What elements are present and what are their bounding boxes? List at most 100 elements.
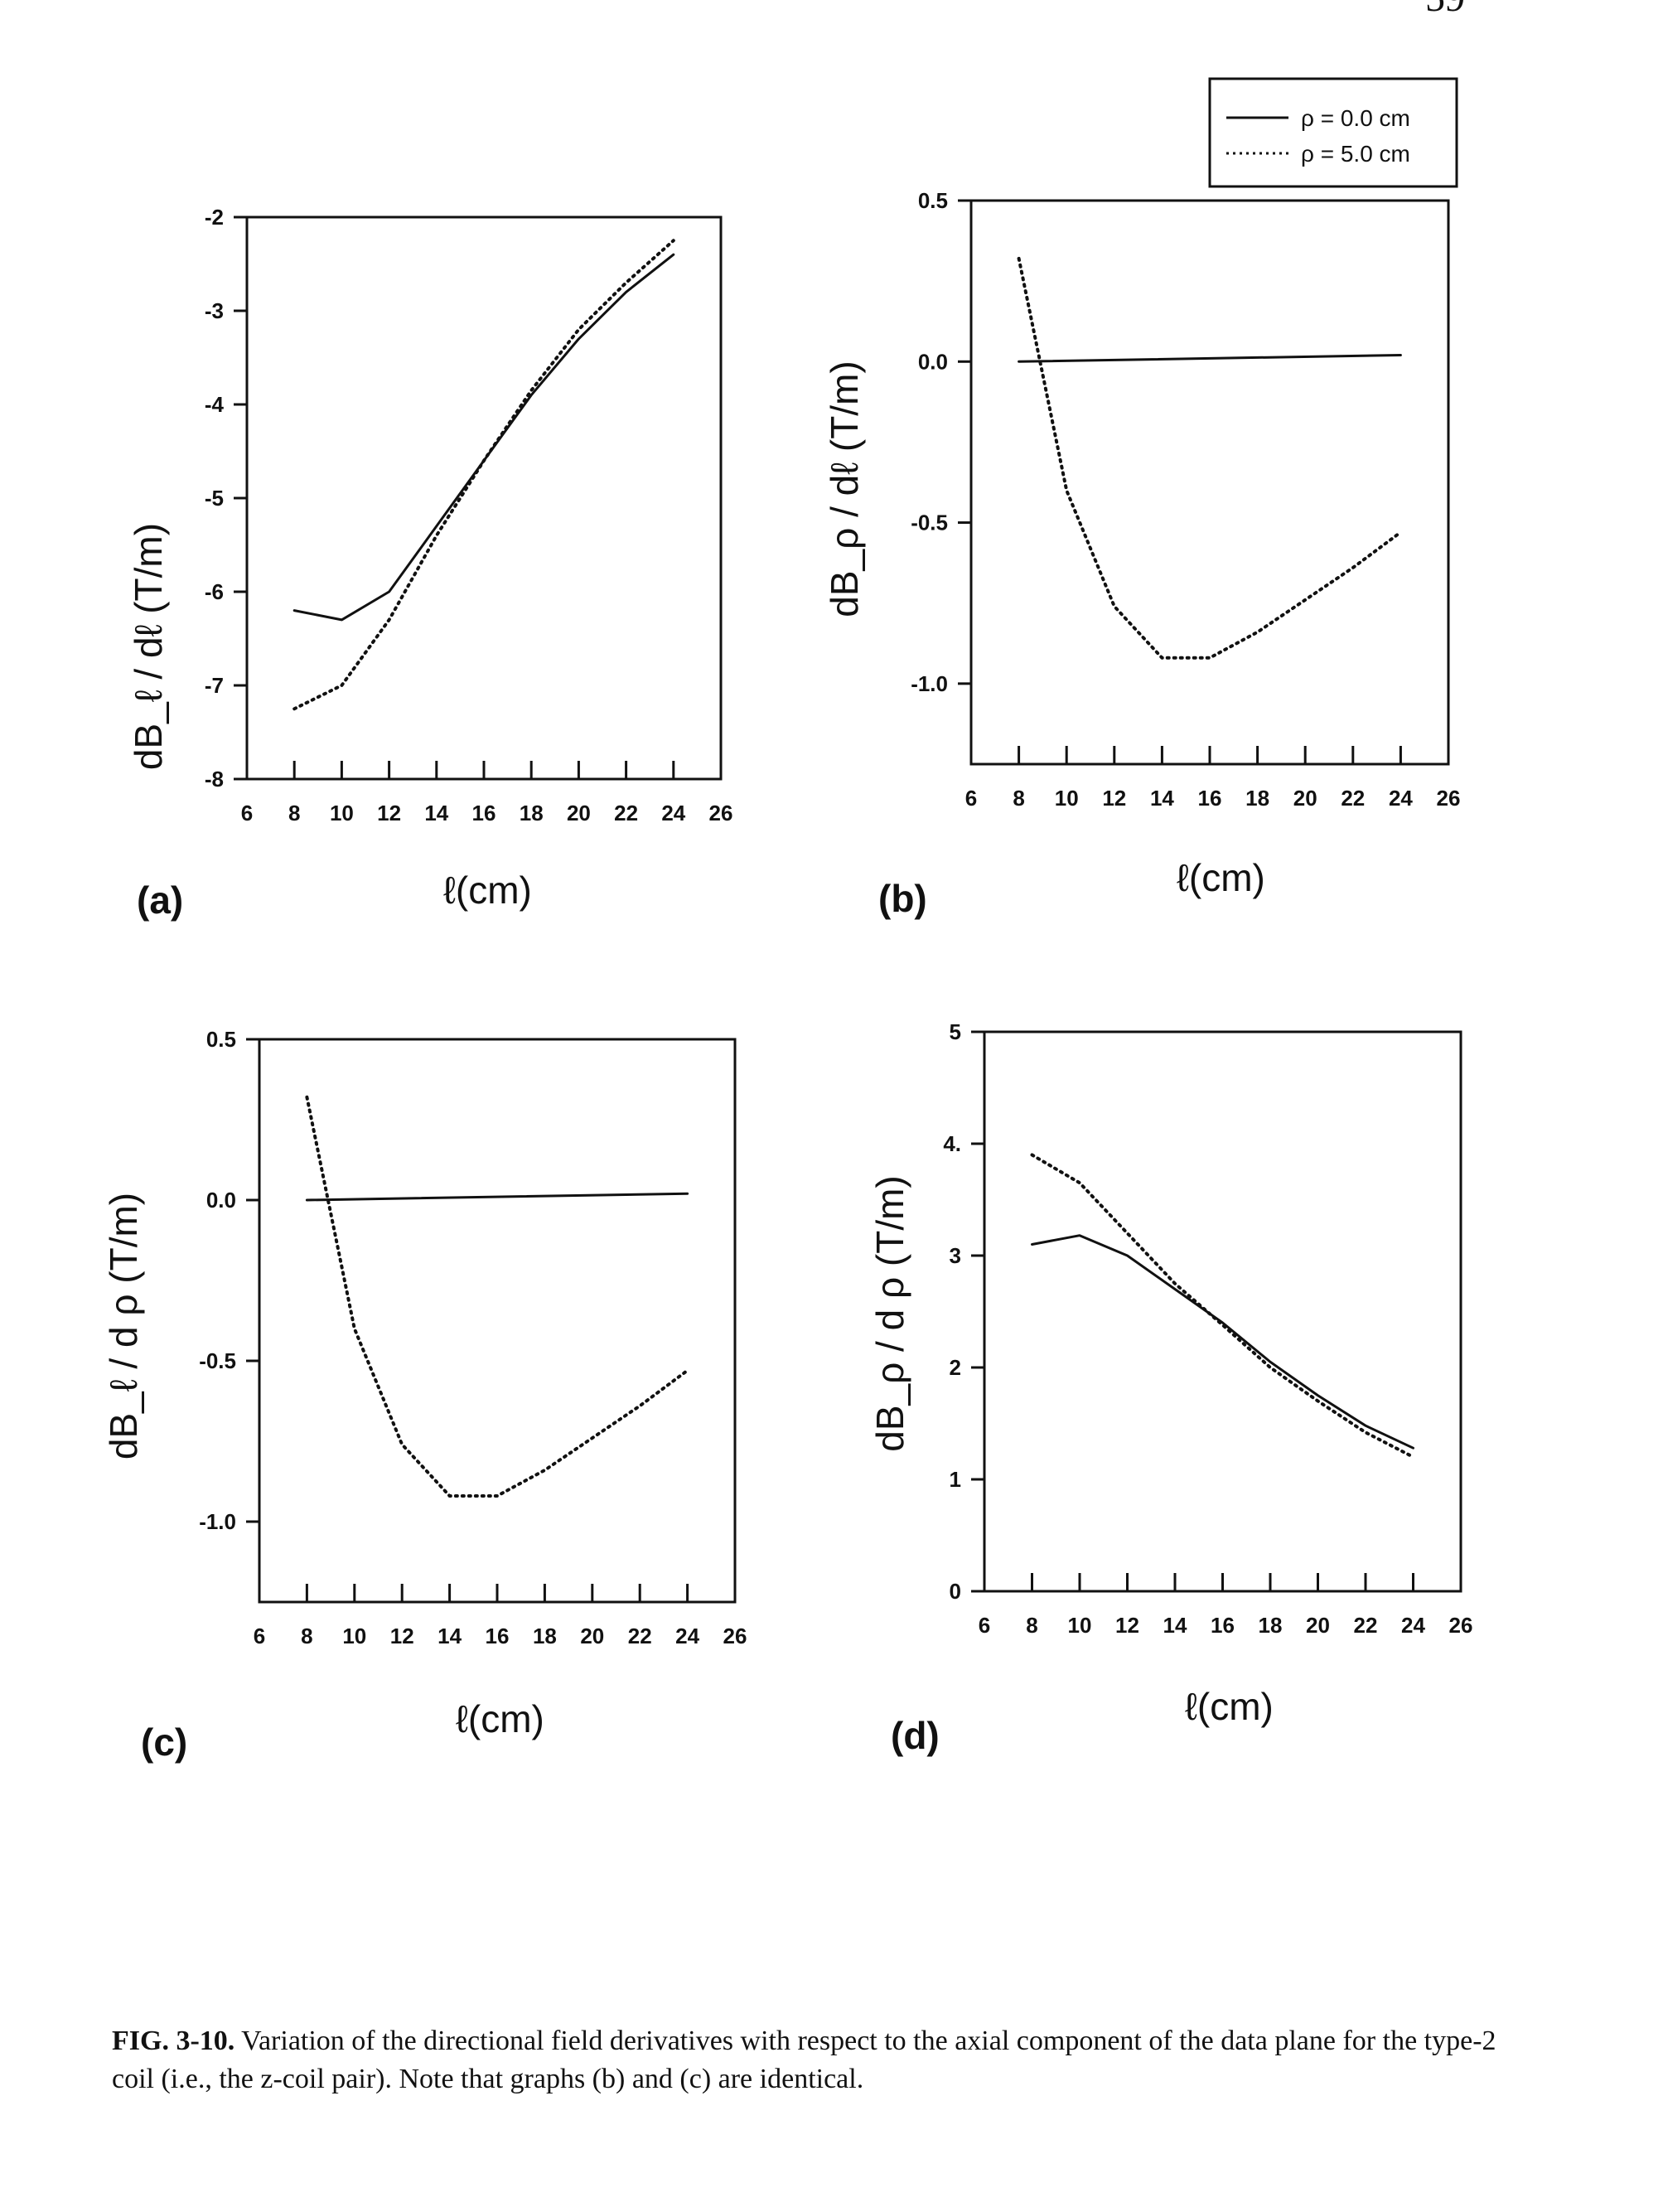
x-tick-label-c-26: 26 <box>723 1624 747 1648</box>
x-tick-label-b-14: 14 <box>1150 786 1174 811</box>
y-tick-label-d-4: 4. <box>943 1131 961 1156</box>
panel-d: (d) ℓ(cm) dB_ρ / d ρ (T/m) 6 8 10 12 14 16 18 2… <box>868 1019 1472 1757</box>
plot-frame-b <box>969 199 1450 766</box>
x-tick-label-a-10: 10 <box>330 801 354 825</box>
x-tick-label-d-20: 20 <box>1306 1613 1330 1638</box>
y-tick-label-a-3: -5 <box>205 486 224 511</box>
panel-label-d: (d) <box>891 1714 940 1757</box>
x-tick-label-c-6: 6 <box>254 1624 265 1648</box>
x-axis-title-c: ℓ(cm) <box>456 1697 544 1740</box>
x-tick-label-a-22: 22 <box>614 801 638 825</box>
x-tick-label-a-12: 12 <box>377 801 401 825</box>
plot-frame-d <box>983 1030 1462 1593</box>
x-tick-label-c-16: 16 <box>486 1624 510 1648</box>
x-tick-label-d-26: 26 <box>1449 1613 1473 1638</box>
y-tick-label-c-1: 0.0 <box>206 1188 236 1212</box>
x-tick-label-b-20: 20 <box>1293 786 1317 811</box>
y-tick-label-a-1: -3 <box>205 298 224 323</box>
x-tick-label-b-18: 18 <box>1245 786 1269 811</box>
x-axis-title-d: ℓ(cm) <box>1185 1685 1274 1728</box>
series-line-c-rho-5 <box>305 1095 689 1498</box>
y-tick-label-b-2: -0.5 <box>911 511 948 535</box>
y-tick-label-d-0: 0 <box>950 1579 961 1604</box>
y-tick-label-a-6: -8 <box>205 767 224 791</box>
plot-frame-c <box>258 1038 737 1604</box>
series-line-b-rho-0 <box>1018 354 1402 363</box>
y-tick-label-d-5: 5 <box>950 1019 961 1044</box>
series-line-d-rho-0 <box>1031 1234 1414 1450</box>
panel-b: (b) ℓ(cm) dB_ρ / dℓ (T/m) 6 8 10 12 14 16 18 20… <box>823 188 1460 920</box>
x-tick-label-d-12: 12 <box>1115 1613 1139 1638</box>
caption-label: FIG. 3-10. <box>112 2026 235 2056</box>
y-tick-label-d-1: 1 <box>950 1467 961 1492</box>
legend-label-dotted: ρ = 5.0 cm <box>1301 141 1410 167</box>
series-line-a-rho-5 <box>292 239 675 711</box>
y-axis-title-b: dB_ρ / dℓ (T/m) <box>823 361 866 617</box>
x-tick-label-d-24: 24 <box>1401 1613 1425 1638</box>
x-tick-label-b-22: 22 <box>1341 786 1365 811</box>
x-tick-label-c-24: 24 <box>675 1624 699 1648</box>
panel-label-c: (c) <box>141 1721 187 1764</box>
panel-label-a: (a) <box>137 879 183 922</box>
series-line-c-rho-0 <box>305 1192 689 1202</box>
x-axis-title-b: ℓ(cm) <box>1177 856 1265 899</box>
x-tick-label-c-8: 8 <box>301 1624 312 1648</box>
x-tick-label-b-12: 12 <box>1102 786 1126 811</box>
y-tick-label-a-4: -6 <box>205 579 224 604</box>
page-number: 59 <box>1425 0 1465 21</box>
x-tick-label-c-14: 14 <box>438 1624 462 1648</box>
x-tick-label-c-12: 12 <box>390 1624 414 1648</box>
x-tick-label-a-20: 20 <box>567 801 591 825</box>
x-tick-label-d-6: 6 <box>979 1613 990 1638</box>
x-tick-label-b-16: 16 <box>1198 786 1222 811</box>
x-tick-label-b-10: 10 <box>1055 786 1079 811</box>
caption-text: Variation of the directional field deriv… <box>112 2026 1496 2094</box>
x-tick-label-a-14: 14 <box>424 801 448 825</box>
y-tick-label-c-3: -1.0 <box>199 1509 236 1534</box>
y-tick-label-a-0: -2 <box>205 205 224 230</box>
series-line-b-rho-5 <box>1017 256 1403 660</box>
legend-label-solid: ρ = 0.0 cm <box>1301 105 1410 131</box>
y-tick-label-b-1: 0.0 <box>918 349 948 374</box>
x-tick-label-b-6: 6 <box>965 786 977 811</box>
x-tick-label-b-24: 24 <box>1389 786 1413 811</box>
x-tick-label-d-16: 16 <box>1211 1613 1235 1638</box>
series-line-d-rho-5 <box>1030 1153 1415 1459</box>
x-tick-label-b-26: 26 <box>1437 786 1461 811</box>
panel-label-b: (b) <box>878 877 927 920</box>
x-tick-label-a-8: 8 <box>288 801 300 825</box>
y-tick-label-c-0: 0.5 <box>206 1027 236 1052</box>
x-tick-label-a-16: 16 <box>472 801 496 825</box>
x-tick-label-c-20: 20 <box>580 1624 604 1648</box>
y-tick-label-b-3: -1.0 <box>911 671 948 696</box>
x-tick-label-d-18: 18 <box>1259 1613 1283 1638</box>
x-tick-label-a-26: 26 <box>709 801 733 825</box>
y-tick-label-d-2: 2 <box>950 1355 961 1380</box>
x-tick-label-c-18: 18 <box>533 1624 557 1648</box>
series-line-a-rho-0 <box>292 253 675 622</box>
y-tick-label-a-5: -7 <box>205 673 224 698</box>
y-axis-title-a: dB_ℓ / dℓ (T/m) <box>127 523 170 770</box>
x-tick-label-c-22: 22 <box>628 1624 652 1648</box>
x-tick-label-d-8: 8 <box>1026 1613 1037 1638</box>
y-tick-label-d-3: 3 <box>950 1243 961 1268</box>
x-tick-label-b-8: 8 <box>1013 786 1024 811</box>
panel-a: (a) ℓ(cm) dB_ℓ / dℓ (T/m) 6 8 10 12 14 16 18 20… <box>127 205 732 922</box>
x-tick-label-d-22: 22 <box>1354 1613 1378 1638</box>
legend-box <box>1208 77 1458 188</box>
x-tick-label-a-18: 18 <box>520 801 544 825</box>
panel-c: (c) ℓ(cm) dB_ℓ / d ρ (T/m) 6 8 10 12 14 16 18 2… <box>102 1027 747 1764</box>
x-tick-label-a-6: 6 <box>241 801 253 825</box>
y-tick-label-c-2: -0.5 <box>199 1348 236 1373</box>
figure-caption: FIG. 3-10. Variation of the directional … <box>112 2022 1504 2098</box>
legend: ρ = 0.0 cm ρ = 5.0 cm <box>1208 77 1458 188</box>
x-tick-label-c-10: 10 <box>342 1624 366 1648</box>
x-tick-label-d-10: 10 <box>1068 1613 1092 1638</box>
y-axis-title-d: dB_ρ / d ρ (T/m) <box>868 1175 911 1452</box>
plot-frame-a <box>245 215 723 781</box>
x-tick-label-d-14: 14 <box>1163 1613 1187 1638</box>
y-axis-title-c: dB_ℓ / d ρ (T/m) <box>102 1193 145 1459</box>
x-tick-label-a-24: 24 <box>661 801 685 825</box>
x-axis-title-a: ℓ(cm) <box>443 869 532 912</box>
